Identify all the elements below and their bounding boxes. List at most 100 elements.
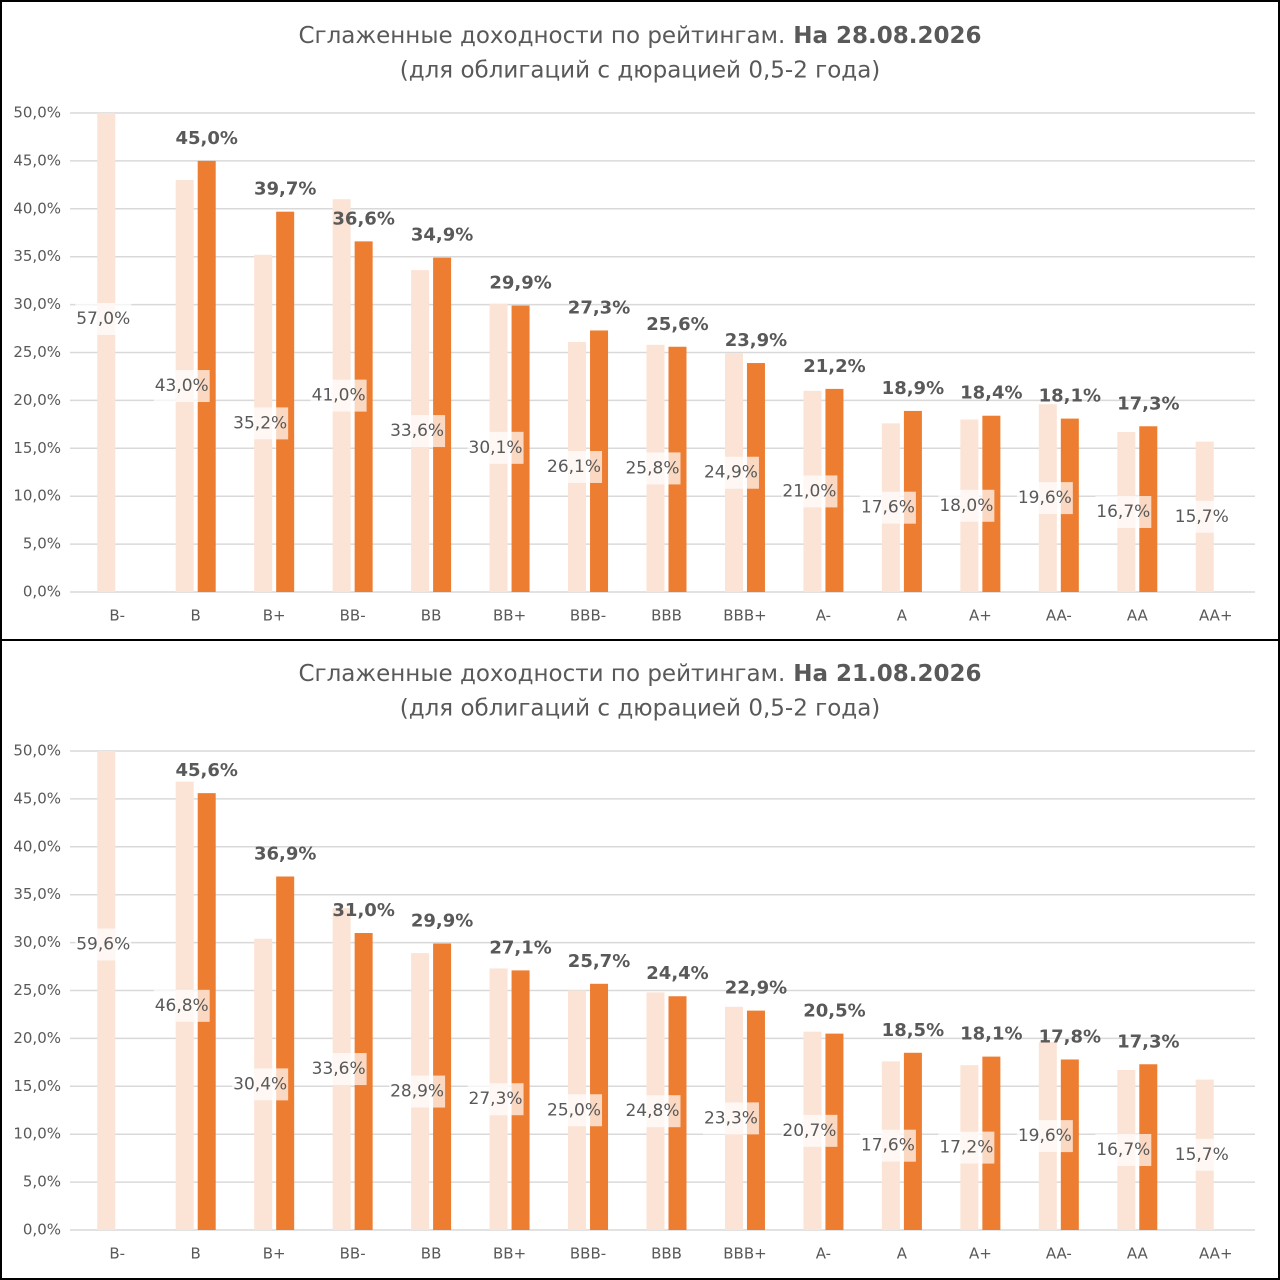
data-label: 17,8% (1039, 1026, 1101, 1047)
x-tick-label: AA (1127, 1245, 1149, 1263)
data-label: 20,5% (803, 1001, 865, 1022)
data-label: 18,5% (882, 1020, 944, 1041)
chart: Сглаженные доходности по рейтингам. На 28… (13, 23, 1255, 625)
y-tick-label: 5,0% (23, 1173, 61, 1191)
title-date: На 28.08.2026 (793, 23, 981, 49)
y-tick-label: 30,0% (13, 295, 61, 313)
data-label: 35,2% (233, 413, 287, 433)
data-label: 41,0% (312, 386, 366, 406)
data-label: 59,6% (76, 935, 130, 955)
x-tick-label: BB (421, 607, 442, 625)
data-label: 29,9% (489, 273, 551, 294)
bar (354, 241, 373, 592)
x-tick-label: AA- (1046, 1245, 1072, 1263)
data-label: 18,1% (960, 1024, 1022, 1045)
data-label: 23,9% (725, 330, 787, 351)
data-label: 36,9% (254, 843, 316, 864)
x-tick-label: B (191, 1245, 201, 1263)
label-bg (467, 1083, 524, 1116)
x-tick-label: A+ (969, 1245, 992, 1263)
label-bg (938, 1131, 995, 1164)
x-tick-label: AA (1127, 607, 1149, 625)
label-bg (310, 379, 367, 412)
label-bg (310, 1053, 367, 1086)
data-label: 18,0% (939, 496, 993, 516)
y-tick-label: 35,0% (13, 247, 61, 265)
data-label: 19,6% (1018, 1126, 1072, 1146)
data-label: 21,0% (782, 481, 836, 501)
data-label: 17,3% (1117, 1031, 1179, 1052)
y-tick-label: 5,0% (23, 535, 61, 553)
y-tick-label: 25,0% (13, 981, 61, 999)
chart-subtitle: (для облигаций с дюрацией 0,5-2 года) (400, 696, 881, 722)
title-date: На 21.08.2026 (793, 661, 981, 687)
data-label: 27,3% (568, 297, 630, 318)
title-main: Сглаженные доходности по рейтингам. (298, 661, 785, 687)
y-tick-label: 50,0% (13, 742, 61, 760)
x-tick-label: A+ (969, 607, 992, 625)
x-tick-label: B- (109, 1245, 125, 1263)
label-bg (859, 1129, 916, 1162)
data-label: 17,6% (861, 498, 915, 518)
label-bg (153, 989, 210, 1022)
x-tick-label: A (897, 607, 908, 625)
data-label: 45,6% (175, 760, 237, 781)
y-tick-label: 10,0% (13, 487, 61, 505)
label-bg (624, 452, 681, 485)
data-label: 24,4% (646, 963, 708, 984)
y-tick-label: 45,0% (13, 789, 61, 807)
label-bg (781, 475, 838, 508)
label-bg (1016, 482, 1073, 515)
data-label: 25,6% (646, 314, 708, 335)
x-tick-label: A- (816, 607, 831, 625)
label-bg (546, 1094, 603, 1127)
data-label: 18,9% (882, 378, 944, 399)
x-tick-label: BB- (340, 1245, 366, 1263)
label-bg (1095, 496, 1152, 529)
y-tick-label: 50,0% (13, 104, 61, 122)
y-tick-label: 20,0% (13, 391, 61, 409)
label-bg (1016, 1120, 1073, 1153)
data-label: 25,7% (568, 951, 630, 972)
data-label: 25,0% (547, 1100, 601, 1120)
data-label: 30,1% (469, 438, 523, 458)
bar (276, 876, 295, 1230)
y-tick-label: 0,0% (23, 583, 61, 601)
data-label: 45,0% (175, 128, 237, 149)
panel-border (0, 639, 1280, 1280)
label-bg (1095, 1134, 1152, 1167)
data-label: 27,1% (489, 937, 551, 958)
bar (276, 211, 295, 592)
x-tick-label: BB+ (493, 607, 526, 625)
data-label: 17,6% (861, 1136, 915, 1156)
data-label: 18,4% (960, 383, 1022, 404)
x-tick-label: BBB+ (723, 607, 766, 625)
label-bg (232, 407, 289, 440)
x-tick-label: BB+ (493, 1245, 526, 1263)
data-label: 24,9% (704, 463, 758, 483)
y-tick-label: 45,0% (13, 151, 61, 169)
data-label: 23,3% (704, 1108, 758, 1128)
x-tick-label: A- (816, 1245, 831, 1263)
x-tick-label: B (191, 607, 201, 625)
data-label: 33,6% (312, 1059, 366, 1079)
x-tick-label: AA- (1046, 607, 1072, 625)
y-tick-label: 15,0% (13, 1077, 61, 1095)
data-label: 16,7% (1096, 502, 1150, 522)
x-tick-label: AA+ (1199, 607, 1233, 625)
chart: Сглаженные доходности по рейтингам. На 21… (13, 661, 1255, 1263)
y-tick-label: 35,0% (13, 885, 61, 903)
chart-title: Сглаженные доходности по рейтингам. На 21… (298, 661, 981, 687)
x-tick-label: BBB+ (723, 1245, 766, 1263)
y-tick-label: 40,0% (13, 199, 61, 217)
y-tick-label: 30,0% (13, 933, 61, 951)
y-tick-label: 0,0% (23, 1221, 61, 1239)
data-label: 15,7% (1175, 507, 1229, 527)
x-tick-label: BBB (651, 1245, 682, 1263)
label-bg (153, 370, 210, 403)
bar (97, 751, 116, 1230)
title-main: Сглаженные доходности по рейтингам. (298, 23, 785, 49)
x-tick-label: BBB- (570, 1245, 606, 1263)
label-bg (75, 928, 132, 961)
data-label: 31,0% (332, 900, 394, 921)
